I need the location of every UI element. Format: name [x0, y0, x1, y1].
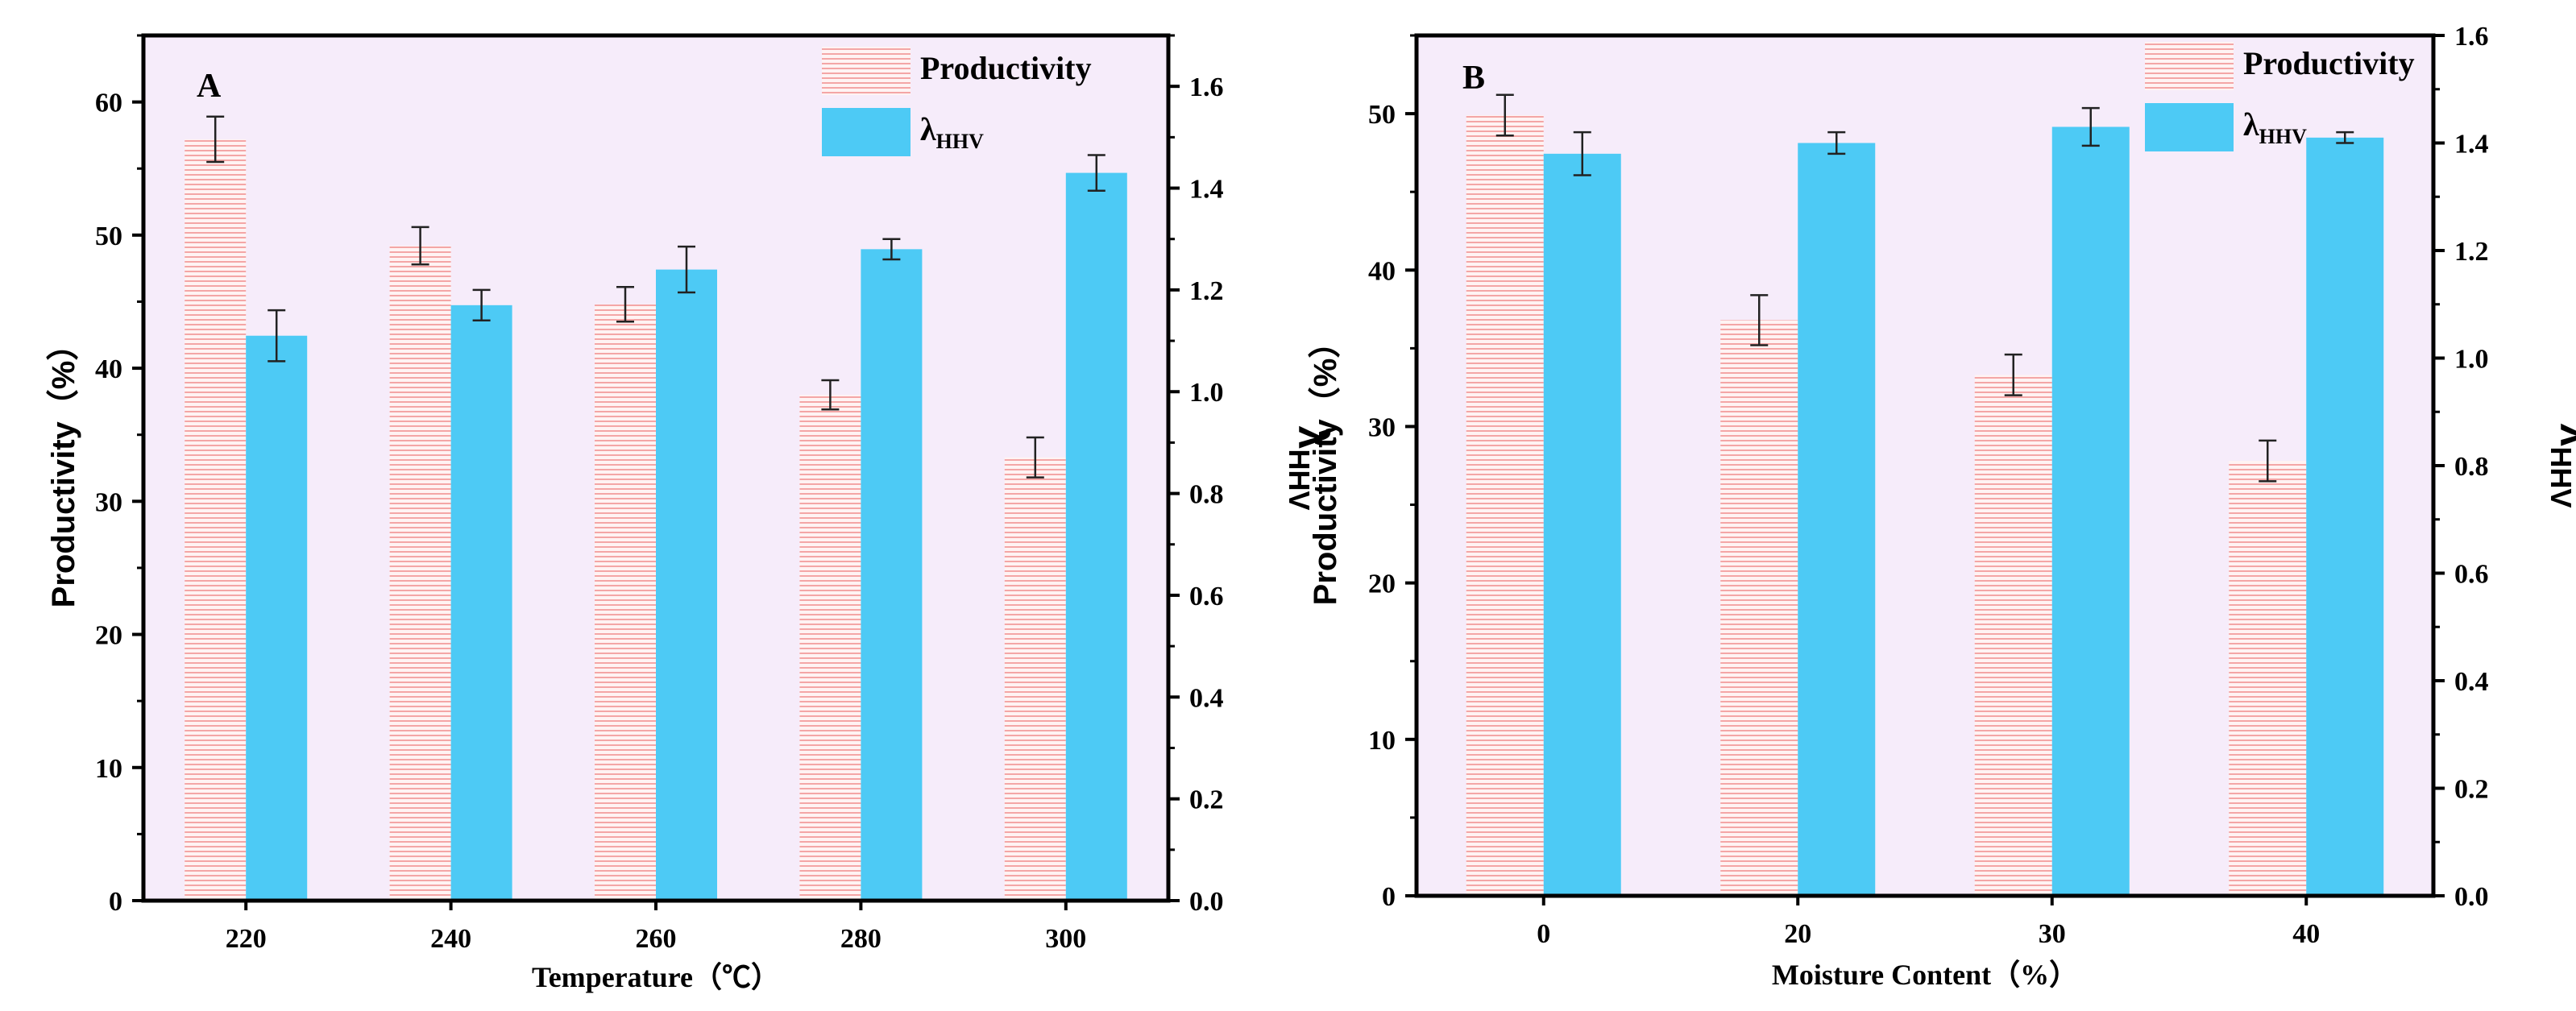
lambda-hhv-bar	[246, 335, 308, 901]
x-axis-title: Temperature（℃）	[532, 961, 780, 993]
legend-label-productivity: Productivity	[2243, 45, 2415, 81]
y-tick-label: 20	[95, 621, 122, 651]
y2-tick-label: 0.0	[1189, 887, 1224, 917]
y-tick-label: 40	[95, 354, 122, 384]
lambda-hhv-bar	[450, 305, 512, 901]
y2-tick-label: 1.4	[1189, 175, 1224, 205]
plot-frame	[1414, 33, 2436, 898]
y2-tick-label: 0.2	[2454, 775, 2489, 805]
lambda-hhv-bar	[656, 269, 717, 901]
y-axis-title: Productivity（%）	[46, 329, 81, 608]
y2-tick-label: 0.4	[1189, 683, 1224, 713]
y2-tick-label: 1.6	[1189, 73, 1224, 102]
legend-swatch-productivity	[2145, 42, 2234, 90]
lambda-hhv-bar	[2306, 137, 2384, 896]
y-tick-label: 10	[95, 754, 122, 784]
x-tick-label: 20	[1784, 919, 1811, 949]
x-tick-label: 40	[2292, 919, 2320, 949]
lambda-hhv-bar	[861, 249, 923, 901]
legend-swatch-lambda-hhv	[822, 108, 911, 156]
panel-label: B	[1462, 60, 1485, 97]
y-tick-label: 50	[95, 222, 122, 251]
y2-tick-label: 1.0	[1189, 378, 1224, 408]
y2-tick-label: 1.4	[2454, 130, 2489, 160]
panel-label: A	[197, 68, 222, 105]
y2-tick-label: 1.6	[2454, 22, 2489, 52]
productivity-bar	[799, 395, 861, 901]
legend-swatch-lambda-hhv	[2145, 103, 2234, 151]
y-tick-label: 40	[1368, 256, 1396, 286]
legend-label-productivity: Productivity	[920, 50, 1092, 86]
y2-tick-label: 1.2	[2454, 237, 2489, 267]
lambda-hhv-bar	[1798, 143, 1876, 896]
productivity-bar	[389, 246, 451, 901]
lambda-hhv-bar	[2051, 126, 2130, 897]
y2-axis-title: λHHV	[2545, 424, 2576, 508]
y2-tick-label: 1.2	[1189, 276, 1224, 306]
legend-label-lambda-hhv: λHHV	[2243, 106, 2307, 148]
y-tick-label: 20	[1368, 570, 1396, 599]
chart-a: 0 10 20 30 40 50 60 0.0 0.2 0.4 0.6 0.8 1.0 1.2 1.4 1.6…	[46, 33, 1336, 993]
x-tick-label: 300	[1045, 924, 1086, 954]
y-tick-label: 0	[109, 887, 122, 917]
x-tick-label: 220	[226, 924, 267, 954]
productivity-bar	[185, 139, 247, 901]
y2-tick-label: 0.8	[1189, 480, 1224, 510]
productivity-bar	[595, 304, 656, 901]
y2-tick-label: 0.4	[2454, 667, 2489, 697]
y2-axis-title: λHHV	[1283, 426, 1336, 511]
chart-b: 0 10 20 30 40 50 0.0 0.2 0.4 0.6 0.8 1.0 1.2 1.4 1.6 0 2…	[1308, 22, 2576, 991]
y-tick-label: 10	[1368, 726, 1396, 756]
y-tick-label: 60	[95, 89, 122, 118]
legend-label-lambda-hhv: λHHV	[920, 111, 984, 153]
plot-frame	[141, 33, 1171, 903]
productivity-bar	[1720, 320, 1798, 897]
y-tick-label: 30	[95, 487, 122, 517]
x-tick-label: 260	[636, 924, 677, 954]
y2-tick-label: 0.0	[2454, 882, 2489, 912]
y-tick-label: 50	[1368, 100, 1396, 130]
legend-swatch-productivity	[822, 47, 911, 95]
productivity-bar	[1466, 115, 1544, 897]
x-tick-label: 240	[430, 924, 471, 954]
x-tick-label: 0	[1537, 919, 1550, 949]
productivity-bar	[1974, 375, 2052, 897]
y-axis-title: Productivity（%）	[1308, 326, 1343, 606]
productivity-bar	[2229, 461, 2307, 896]
y2-tick-label: 0.6	[2454, 560, 2489, 590]
x-tick-label: 280	[840, 924, 881, 954]
productivity-bar	[1004, 457, 1066, 901]
x-axis-title: Moisture Content（%）	[1772, 959, 2078, 991]
y2-tick-label: 0.6	[1189, 582, 1224, 611]
x-tick-label: 30	[2039, 919, 2066, 949]
y2-tick-label: 0.2	[1189, 785, 1224, 815]
lambda-hhv-bar	[1543, 153, 1621, 897]
y2-tick-label: 0.8	[2454, 452, 2489, 482]
y-tick-label: 30	[1368, 412, 1396, 442]
lambda-hhv-bar	[1065, 172, 1127, 901]
y2-tick-label: 1.0	[2454, 345, 2489, 375]
y-tick-label: 0	[1382, 882, 1396, 912]
